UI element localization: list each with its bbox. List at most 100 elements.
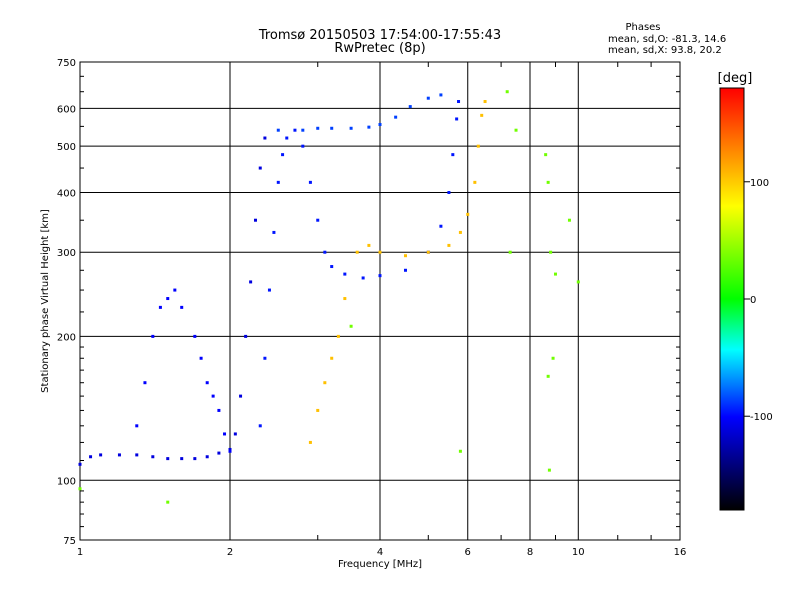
data-point: [228, 449, 232, 453]
data-point: [451, 153, 455, 157]
data-point: [253, 218, 257, 222]
x-tick-label: 8: [527, 547, 533, 558]
data-points: [78, 90, 580, 504]
data-point: [217, 451, 221, 455]
data-point: [205, 455, 209, 459]
data-point: [173, 288, 177, 292]
data-point: [408, 105, 412, 109]
data-point: [553, 272, 557, 276]
data-point: [316, 408, 320, 412]
data-point: [514, 128, 518, 132]
data-point: [151, 455, 155, 459]
colorbar-tick-label: 0: [750, 295, 756, 306]
y-tick-label: 750: [57, 58, 76, 69]
data-point: [180, 305, 184, 309]
data-point: [355, 250, 359, 254]
data-point: [349, 324, 353, 328]
colorbar-tick-label: -100: [750, 412, 773, 423]
colorbar: [719, 87, 745, 511]
x-tick-label: 1: [77, 547, 83, 558]
data-point: [166, 500, 170, 504]
data-point: [276, 128, 280, 132]
data-point: [258, 166, 262, 170]
data-point: [316, 218, 320, 222]
x-tick-label: 10: [572, 547, 585, 558]
data-point: [308, 180, 312, 184]
data-point: [263, 356, 267, 360]
data-point: [272, 230, 276, 234]
phases-line-o: mean, sd,O: -81.3, 14.6: [608, 34, 726, 45]
data-point: [403, 254, 407, 258]
data-point: [276, 180, 280, 184]
data-point: [361, 276, 365, 280]
data-point: [378, 274, 382, 278]
data-point: [458, 230, 462, 234]
data-point: [544, 153, 548, 157]
data-point: [343, 297, 347, 301]
phases-line-x: mean, sd,X: 93.8, 20.2: [608, 45, 722, 56]
data-point: [330, 126, 334, 130]
data-point: [480, 113, 484, 117]
data-point: [316, 126, 320, 130]
data-point: [466, 212, 470, 216]
data-point: [458, 449, 462, 453]
data-point: [447, 243, 451, 247]
data-point: [166, 457, 170, 461]
y-tick-label: 75: [63, 536, 76, 547]
data-point: [143, 381, 147, 385]
data-point: [308, 440, 312, 444]
data-point: [158, 305, 162, 309]
chart-title: Tromsø 20150503 17:54:00-17:55:43: [258, 28, 501, 43]
chart-subtitle: RwPretec (8p): [334, 41, 425, 56]
data-point: [505, 90, 509, 94]
data-point: [426, 250, 430, 254]
y-tick-label: 400: [57, 188, 76, 199]
x-tick-label: 16: [674, 547, 687, 558]
x-tick-label: 6: [465, 547, 471, 558]
data-point: [293, 128, 297, 132]
data-point: [267, 288, 271, 292]
data-point: [439, 93, 443, 97]
data-point: [546, 180, 550, 184]
colorbar-label: [deg]: [718, 71, 753, 86]
y-axis-label: Stationary phase Virtual Height [km]: [40, 209, 51, 393]
data-point: [166, 297, 170, 301]
data-point: [263, 136, 267, 140]
data-point: [193, 334, 197, 338]
data-point: [249, 280, 253, 284]
colorbar-ticks: 100 0 -100: [744, 178, 773, 423]
y-tick-label: 200: [57, 332, 76, 343]
data-point: [426, 96, 430, 100]
data-point: [89, 455, 93, 459]
data-point: [117, 453, 121, 457]
data-point: [336, 334, 340, 338]
data-point: [301, 128, 305, 132]
grid-lines: [80, 62, 680, 540]
data-point: [199, 356, 203, 360]
data-point: [281, 153, 285, 157]
data-point: [378, 123, 382, 127]
data-point: [403, 268, 407, 272]
data-point: [567, 218, 571, 222]
data-point: [233, 432, 237, 436]
data-point: [217, 408, 221, 412]
data-point: [285, 136, 289, 140]
data-point: [476, 144, 480, 148]
data-point: [367, 125, 371, 129]
data-point: [330, 265, 334, 269]
data-point: [439, 224, 443, 228]
data-point: [99, 453, 103, 457]
data-point: [330, 356, 334, 360]
y-tick-label: 100: [57, 476, 76, 487]
x-tick-label: 2: [227, 547, 233, 558]
data-point: [323, 250, 327, 254]
data-point: [457, 100, 461, 104]
data-point: [576, 280, 580, 284]
data-point: [551, 356, 555, 360]
data-point: [135, 424, 139, 428]
data-point: [78, 487, 82, 491]
x-axis-label: Frequency [MHz]: [338, 559, 422, 570]
data-point: [367, 243, 371, 247]
data-point: [547, 468, 551, 472]
data-point: [343, 272, 347, 276]
